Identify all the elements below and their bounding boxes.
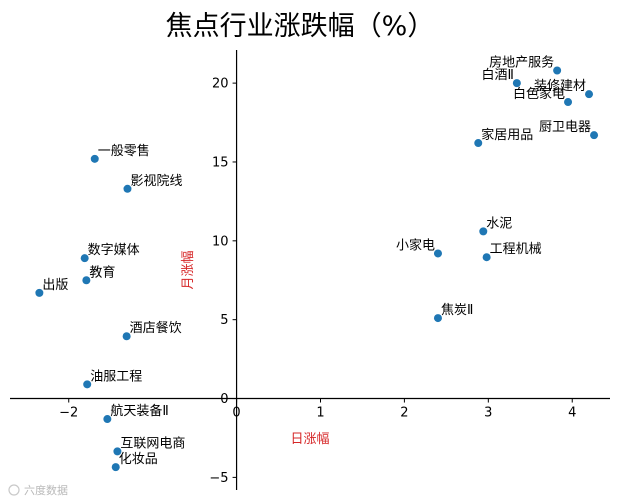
data-point bbox=[433, 314, 442, 323]
y-tick-label: 15 bbox=[212, 155, 229, 170]
data-point-label: 一般零售 bbox=[98, 143, 150, 159]
data-point bbox=[122, 332, 131, 341]
data-point bbox=[80, 254, 89, 263]
watermark-logo-icon bbox=[8, 484, 20, 496]
data-point bbox=[585, 90, 594, 99]
data-point-label: 厨卫电器 bbox=[539, 120, 591, 135]
data-point bbox=[553, 66, 562, 75]
x-tick-label: 2 bbox=[400, 406, 408, 421]
data-point bbox=[82, 276, 91, 285]
data-point-label: 工程机械 bbox=[490, 242, 542, 257]
data-point bbox=[90, 154, 99, 163]
y-tick-label: 10 bbox=[212, 234, 229, 249]
x-tick-label: 1 bbox=[316, 406, 324, 421]
data-point-label: 教育 bbox=[89, 264, 115, 280]
data-point-label: 家居用品 bbox=[481, 127, 533, 143]
chart-title: 焦点行业涨跌幅（%） bbox=[166, 11, 435, 42]
x-axis-label: 日涨幅 bbox=[290, 432, 329, 447]
data-point bbox=[512, 79, 521, 88]
watermark-text: 六度数据 bbox=[24, 483, 68, 497]
data-point bbox=[433, 249, 442, 258]
data-point-label: 油服工程 bbox=[90, 369, 142, 384]
data-point bbox=[479, 227, 488, 236]
data-point bbox=[103, 415, 112, 424]
x-tick-label: 3 bbox=[484, 406, 492, 421]
data-point bbox=[474, 139, 483, 148]
data-point bbox=[482, 253, 491, 262]
data-point bbox=[35, 288, 44, 297]
data-point-label: 互联网电商 bbox=[120, 436, 185, 451]
data-point bbox=[113, 447, 122, 456]
data-point-label: 白色家电 bbox=[513, 86, 565, 102]
data-point-label: 数字媒体 bbox=[88, 243, 140, 258]
data-point bbox=[111, 463, 120, 472]
data-point-label: 焦炭Ⅱ bbox=[441, 303, 473, 318]
data-point-label: 白酒Ⅱ bbox=[481, 67, 513, 83]
data-point-label: 房地产服务 bbox=[489, 55, 554, 71]
data-point-label: 水泥 bbox=[486, 216, 512, 231]
data-point-label: 出版 bbox=[42, 278, 68, 293]
x-tick-label: −2 bbox=[59, 406, 78, 421]
x-tick-label: 0 bbox=[232, 406, 240, 421]
y-axis-label: 月涨幅 bbox=[181, 250, 196, 289]
data-point-label: 化妆品 bbox=[119, 452, 158, 467]
axes bbox=[10, 50, 610, 490]
data-point-label: 影视院线 bbox=[130, 174, 182, 189]
data-point bbox=[590, 131, 599, 140]
ticks: −2 0 1 2 3 4 −5 0 5 10 15 20 bbox=[59, 77, 576, 486]
y-tick-label: 5 bbox=[220, 313, 228, 328]
y-tick-label: 0 bbox=[220, 392, 228, 407]
data-point bbox=[564, 98, 573, 107]
y-tick-label: 20 bbox=[212, 77, 229, 92]
data-point-label: 航天装备Ⅱ bbox=[110, 403, 168, 419]
y-tick-label: −5 bbox=[209, 471, 228, 486]
data-point bbox=[83, 380, 92, 389]
x-tick-label: 4 bbox=[568, 406, 576, 421]
data-point-label: 装修建材 bbox=[534, 79, 586, 94]
data-point-label: 小家电 bbox=[396, 237, 435, 253]
data-point-label: 酒店餐饮 bbox=[130, 320, 182, 336]
watermark: 六度数据 bbox=[8, 483, 68, 497]
data-point bbox=[123, 184, 132, 193]
